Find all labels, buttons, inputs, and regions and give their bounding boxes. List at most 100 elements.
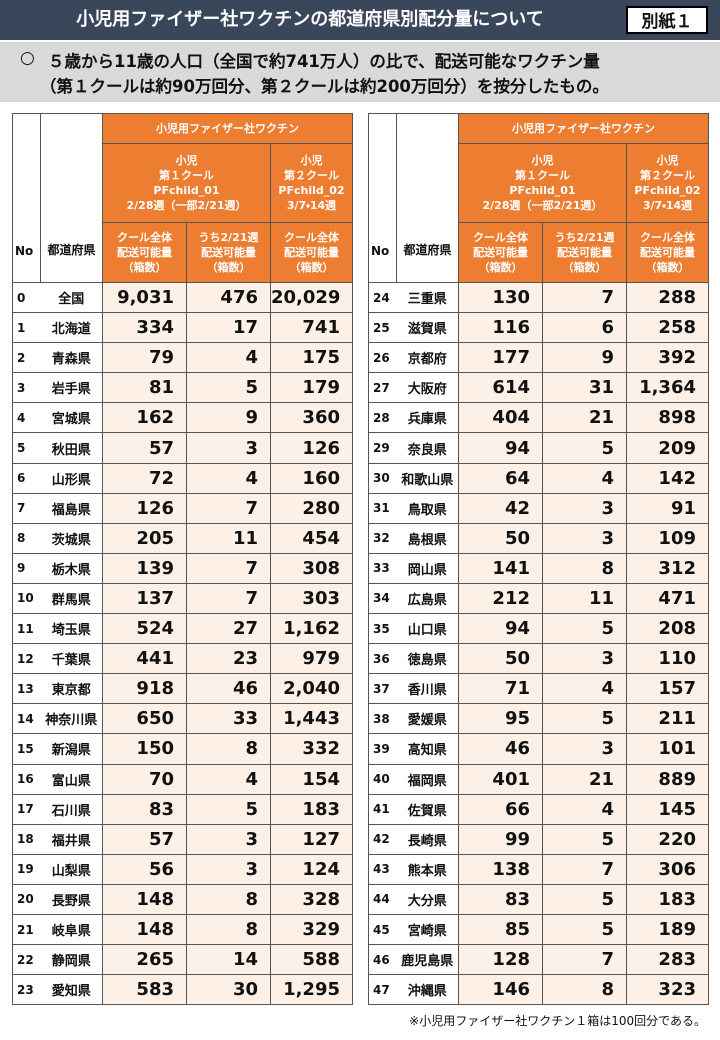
cell-value: 91 xyxy=(626,492,709,524)
cell-value: 583 xyxy=(102,974,187,1006)
data-row: 15 新潟県 150 8 332 xyxy=(12,733,353,765)
data-row: 37 香川県 71 4 157 xyxy=(368,673,709,705)
row-pref: 福島県 xyxy=(40,492,103,524)
cell-value: 138 xyxy=(458,853,543,885)
row-no: 28 xyxy=(368,402,397,434)
cell-value: 328 xyxy=(270,883,353,915)
header-group: 小児用ファイザー社ワクチン xyxy=(458,113,709,144)
cell-value: 334 xyxy=(102,312,187,344)
data-row: 45 宮崎県 85 5 189 xyxy=(368,913,709,946)
row-no: 2 xyxy=(12,342,41,374)
cell-value: 1,295 xyxy=(270,974,353,1006)
cell-value: 126 xyxy=(102,492,187,524)
row-no: 3 xyxy=(12,372,41,404)
cell-value: 66 xyxy=(458,793,543,825)
cell-value: 5 xyxy=(542,703,627,735)
cell-value: 146 xyxy=(458,974,543,1006)
data-row: 40 福岡県 401 21 889 xyxy=(368,763,709,795)
row-pref: 宮城県 xyxy=(40,402,103,434)
cell-value: 258 xyxy=(626,312,709,344)
row-no: 7 xyxy=(12,492,41,524)
cell-value: 11 xyxy=(186,522,271,554)
cell-value: 205 xyxy=(102,522,187,554)
row-no: 13 xyxy=(12,673,41,705)
data-row: 4 宮城県 162 9 360 xyxy=(12,402,353,434)
cell-value: 57 xyxy=(102,823,187,855)
cell-value: 94 xyxy=(458,432,543,464)
header-round2: 小児 第２クール PFchild_02 3/7・14週 xyxy=(626,143,709,223)
data-row: 28 兵庫県 404 21 898 xyxy=(368,402,709,434)
cell-value: 101 xyxy=(626,733,709,765)
row-pref: 千葉県 xyxy=(40,643,103,675)
row-pref: 長崎県 xyxy=(396,823,459,855)
cell-value: 27 xyxy=(186,613,271,645)
row-no: 1 xyxy=(12,312,41,344)
data-row: 29 奈良県 94 5 209 xyxy=(368,432,709,464)
header-col: うち2/21週 配送可能量 （箱数） xyxy=(542,222,627,283)
row-no: 40 xyxy=(368,763,397,795)
cell-value: 179 xyxy=(270,372,353,404)
cell-value: 392 xyxy=(626,342,709,374)
row-pref: 埼玉県 xyxy=(40,613,103,645)
cell-value: 7 xyxy=(186,552,271,584)
cell-value: 303 xyxy=(270,582,353,615)
cell-value: 110 xyxy=(626,643,709,675)
data-row: 11 埼玉県 524 27 1,162 xyxy=(12,613,353,645)
cell-value: 3 xyxy=(542,492,627,524)
data-row: 27 大阪府 614 31 1,364 xyxy=(368,372,709,404)
row-pref: 宮崎県 xyxy=(396,913,459,946)
header-row: 小児 第１クール PFchild_01 2/28週（一部2/21週） 小児 第２ク… xyxy=(13,143,353,223)
data-row: 39 高知県 46 3 101 xyxy=(368,733,709,765)
cell-value: 57 xyxy=(102,432,187,464)
data-row: 22 静岡県 265 14 588 xyxy=(12,944,353,976)
row-no: 16 xyxy=(12,763,41,795)
cell-value: 99 xyxy=(458,823,543,855)
row-pref: 青森県 xyxy=(40,342,103,374)
data-row: 1 北海道 334 17 741 xyxy=(12,312,353,344)
cell-value: 8 xyxy=(186,913,271,946)
cell-value: 441 xyxy=(102,643,187,675)
cell-value: 17 xyxy=(186,312,271,344)
data-row: 20 長野県 148 8 328 xyxy=(12,883,353,915)
row-no: 12 xyxy=(12,643,41,675)
cell-value: 142 xyxy=(626,462,709,494)
footnote: ※小児用ファイザー社ワクチン１箱は100回分である。 xyxy=(409,1014,706,1028)
data-row: 26 京都府 177 9 392 xyxy=(368,342,709,374)
cell-value: 30 xyxy=(186,974,271,1006)
row-pref: 鹿児島県 xyxy=(396,944,459,976)
row-pref: 山口県 xyxy=(396,613,459,645)
cell-value: 8 xyxy=(542,974,627,1006)
data-row: 19 山梨県 56 3 124 xyxy=(12,853,353,885)
data-row: 30 和歌山県 64 4 142 xyxy=(368,462,709,494)
cell-value: 211 xyxy=(626,703,709,735)
row-pref: 東京都 xyxy=(40,673,103,705)
row-pref: 高知県 xyxy=(396,733,459,765)
data-table: No 都道府県 小児用ファイザー社ワクチン 小児 第１クール PFchild_01 2… xyxy=(368,113,709,1006)
cell-value: 79 xyxy=(102,342,187,374)
data-row: 21 岐阜県 148 8 329 xyxy=(12,913,353,946)
row-pref: 山梨県 xyxy=(40,853,103,885)
cell-value: 9 xyxy=(542,342,627,374)
cell-value: 70 xyxy=(102,763,187,795)
data-row: 41 佐賀県 66 4 145 xyxy=(368,793,709,825)
data-row: 33 岡山県 141 8 312 xyxy=(368,552,709,584)
row-pref: 全国 xyxy=(40,281,103,314)
data-row: 34 広島県 212 11 471 xyxy=(368,582,709,615)
row-no: 10 xyxy=(12,582,41,615)
row-pref: 神奈川県 xyxy=(40,703,103,735)
cell-value: 588 xyxy=(270,944,353,976)
cell-value: 160 xyxy=(270,462,353,494)
cell-value: 150 xyxy=(102,733,187,765)
cell-value: 128 xyxy=(458,944,543,976)
cell-value: 145 xyxy=(626,793,709,825)
row-no: 42 xyxy=(368,823,397,855)
cell-value: 454 xyxy=(270,522,353,554)
cell-value: 33 xyxy=(186,703,271,735)
cell-value: 329 xyxy=(270,913,353,946)
cell-value: 42 xyxy=(458,492,543,524)
row-pref: 岡山県 xyxy=(396,552,459,584)
header-row: クール全体 配送可能量 （箱数） うち2/21週 配送可能量 （箱数） クール全体 … xyxy=(369,222,709,283)
cell-value: 154 xyxy=(270,763,353,795)
cell-value: 14 xyxy=(186,944,271,976)
cell-value: 5 xyxy=(542,913,627,946)
